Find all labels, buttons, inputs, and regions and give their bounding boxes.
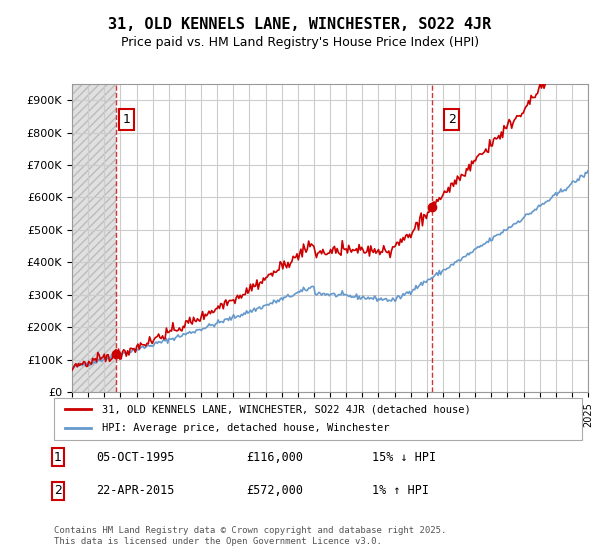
FancyBboxPatch shape <box>54 398 582 440</box>
Text: £116,000: £116,000 <box>246 451 303 464</box>
Text: 1: 1 <box>54 451 62 464</box>
Text: 2: 2 <box>448 113 455 126</box>
Text: £572,000: £572,000 <box>246 484 303 497</box>
Text: 31, OLD KENNELS LANE, WINCHESTER, SO22 4JR: 31, OLD KENNELS LANE, WINCHESTER, SO22 4… <box>109 17 491 32</box>
Text: 05-OCT-1995: 05-OCT-1995 <box>96 451 175 464</box>
Text: 1: 1 <box>123 113 131 126</box>
Text: 22-APR-2015: 22-APR-2015 <box>96 484 175 497</box>
Text: 2: 2 <box>54 484 62 497</box>
Text: 1% ↑ HPI: 1% ↑ HPI <box>372 484 429 497</box>
Text: Contains HM Land Registry data © Crown copyright and database right 2025.
This d: Contains HM Land Registry data © Crown c… <box>54 526 446 546</box>
Text: 15% ↓ HPI: 15% ↓ HPI <box>372 451 436 464</box>
Text: 31, OLD KENNELS LANE, WINCHESTER, SO22 4JR (detached house): 31, OLD KENNELS LANE, WINCHESTER, SO22 4… <box>101 404 470 414</box>
Bar <box>72 84 116 392</box>
Text: Price paid vs. HM Land Registry's House Price Index (HPI): Price paid vs. HM Land Registry's House … <box>121 36 479 49</box>
Text: HPI: Average price, detached house, Winchester: HPI: Average price, detached house, Winc… <box>101 423 389 433</box>
